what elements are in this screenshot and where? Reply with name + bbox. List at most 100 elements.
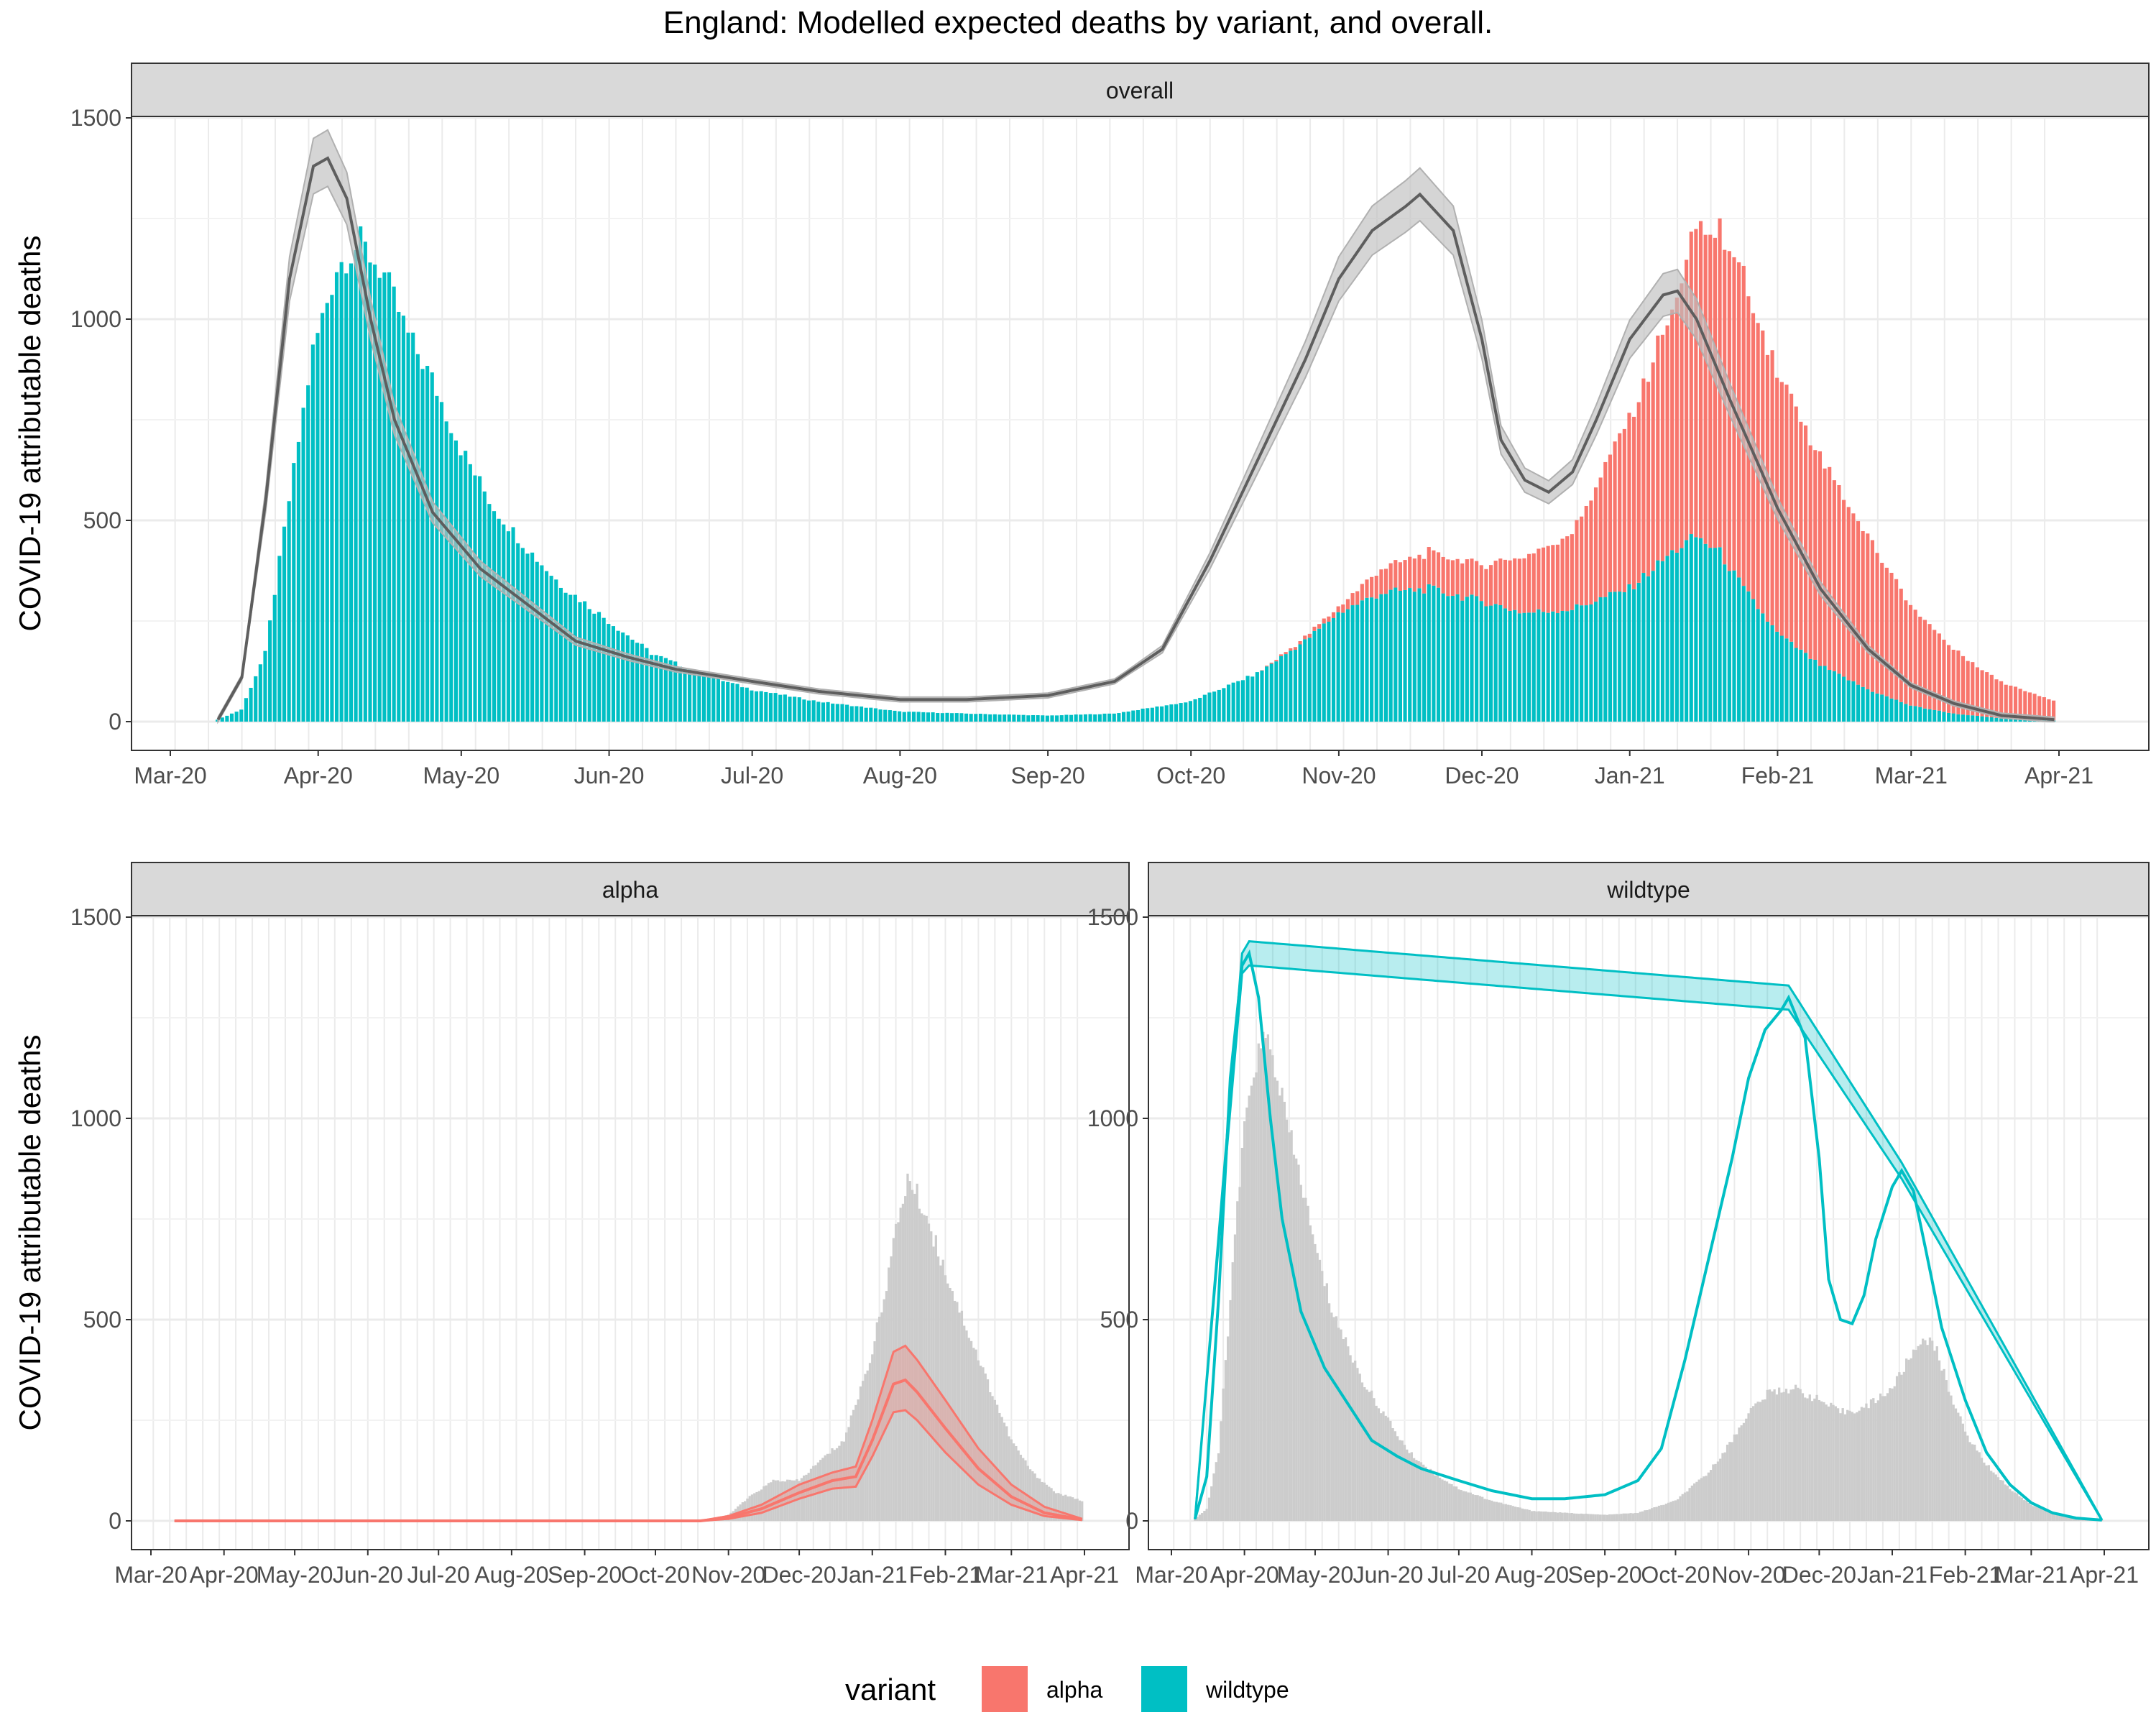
overall-alpha-bar bbox=[1470, 558, 1474, 595]
wildtype-observed-bar bbox=[1448, 1484, 1451, 1521]
alpha-observed-bar bbox=[1052, 1491, 1055, 1521]
overall-wildtype-bar bbox=[1593, 602, 1598, 722]
overall-wildtype-bar bbox=[721, 681, 725, 722]
overall-alpha-bar bbox=[1522, 558, 1526, 613]
wildtype-observed-bar bbox=[1683, 1492, 1687, 1521]
overall-wildtype-bar bbox=[1470, 594, 1474, 722]
overall-alpha-bar bbox=[1971, 662, 1975, 716]
overall-wildtype-bar bbox=[1674, 552, 1679, 722]
overall-alpha-bar bbox=[1412, 558, 1416, 592]
alpha-observed-bar bbox=[835, 1448, 839, 1521]
wildtype-observed-bar bbox=[1594, 1514, 1597, 1521]
wildtype-observed-bar bbox=[1469, 1492, 1472, 1521]
wildtype-observed-bar bbox=[1429, 1468, 1432, 1521]
alpha-observed-bar bbox=[892, 1238, 895, 1521]
overall-wildtype-bar bbox=[869, 707, 873, 722]
wildtype-observed-bar bbox=[1217, 1453, 1220, 1521]
overall-alpha-bar bbox=[2047, 699, 2051, 721]
overall-alpha-bar bbox=[1327, 616, 1331, 622]
wildtype-observed-bar bbox=[1533, 1511, 1536, 1521]
wildtype-observed-bar bbox=[2042, 1509, 2045, 1521]
overall-wildtype-bar bbox=[635, 643, 640, 722]
wildtype-observed-bar bbox=[1622, 1513, 1625, 1521]
overall-wildtype-bar bbox=[540, 565, 544, 722]
legend-key-wildtype bbox=[1141, 1666, 1187, 1712]
wildtype-observed-bar bbox=[1412, 1458, 1416, 1521]
wildtype-observed-bar bbox=[1935, 1346, 1938, 1521]
overall-wildtype-bar bbox=[1889, 698, 1894, 722]
wildtype-observed-bar bbox=[1771, 1391, 1774, 1521]
overall-wildtype-bar bbox=[1021, 714, 1026, 722]
overall-alpha-bar bbox=[1828, 466, 1832, 671]
overall-wildtype-bar bbox=[611, 626, 615, 722]
overall-wildtype-bar bbox=[359, 226, 363, 722]
overall-wildtype-bar bbox=[1403, 589, 1407, 722]
overall-alpha-bar bbox=[1379, 569, 1383, 594]
overall-wildtype-bar bbox=[1479, 601, 1483, 722]
alpha-observed-bar bbox=[1067, 1496, 1069, 1521]
overall-wildtype-bar bbox=[1784, 638, 1789, 722]
overall-wildtype-bar bbox=[411, 332, 415, 722]
overall-alpha-bar bbox=[1350, 593, 1355, 606]
wildtype-observed-bar bbox=[1227, 1336, 1230, 1521]
wildtype-observed-bar bbox=[1994, 1474, 1997, 1521]
overall-wildtype-bar bbox=[349, 263, 353, 722]
overall-alpha-bar bbox=[1622, 428, 1626, 592]
wildtype-observed-bar bbox=[1731, 1442, 1733, 1521]
overall-wildtype-bar bbox=[1517, 613, 1521, 722]
overall-alpha-bar bbox=[1398, 562, 1402, 592]
overall-alpha-bar bbox=[1975, 667, 1979, 717]
overall-wildtype-bar bbox=[1746, 591, 1751, 722]
alpha-observed-bar bbox=[1050, 1488, 1053, 1521]
overall-wildtype-bar bbox=[1994, 717, 1999, 722]
overall-wildtype-bar bbox=[1694, 537, 1698, 722]
alpha-observed-bar bbox=[864, 1374, 867, 1521]
overall-alpha-bar bbox=[1289, 648, 1293, 651]
overall-wildtype-bar bbox=[382, 272, 387, 722]
overall-wildtype-bar bbox=[701, 676, 706, 722]
wildtype-x-tick-label: Apr-21 bbox=[2070, 1562, 2139, 1588]
overall-alpha-bar bbox=[1388, 563, 1393, 590]
wildtype-observed-bar bbox=[1900, 1374, 1903, 1521]
overall-alpha-bar bbox=[1580, 516, 1584, 606]
overall-wildtype-bar bbox=[435, 395, 439, 722]
wildtype-observed-bar bbox=[1799, 1389, 1802, 1521]
overall-wildtype-bar bbox=[1613, 592, 1617, 722]
overall-alpha-bar bbox=[1641, 378, 1646, 574]
alpha-observed-bar bbox=[1078, 1500, 1082, 1521]
wildtype-observed-bar bbox=[1194, 1519, 1197, 1521]
alpha-observed-bar bbox=[963, 1325, 966, 1521]
wildtype-observed-bar bbox=[1641, 1511, 1644, 1521]
wildtype-observed-bar bbox=[1570, 1513, 1573, 1521]
wildtype-observed-bar bbox=[1399, 1440, 1401, 1521]
overall-wildtype-bar bbox=[1832, 671, 1836, 722]
wildtype-observed-bar bbox=[1912, 1349, 1915, 1521]
wildtype-observed-bar bbox=[2032, 1506, 2035, 1521]
overall-wildtype-bar bbox=[1732, 570, 1736, 722]
wildtype-observed-bar bbox=[1354, 1361, 1357, 1521]
wildtype-observed-bar bbox=[1703, 1476, 1705, 1521]
overall-wildtype-bar bbox=[1150, 707, 1154, 722]
overall-alpha-bar bbox=[1603, 461, 1608, 597]
alpha-observed-bar bbox=[1057, 1493, 1060, 1521]
overall-wildtype-bar bbox=[1083, 714, 1087, 722]
overall-alpha-bar bbox=[1985, 672, 1989, 717]
wildtype-observed-bar bbox=[1636, 1513, 1639, 1521]
wildtype-observed-bar bbox=[1347, 1346, 1350, 1521]
overall-strip bbox=[131, 63, 2150, 117]
overall-alpha-bar bbox=[2009, 685, 2013, 719]
overall-wildtype-bar bbox=[363, 242, 367, 722]
overall-wildtype-bar bbox=[616, 630, 620, 722]
wildtype-observed-bar bbox=[1898, 1372, 1901, 1521]
wildtype-observed-bar bbox=[1318, 1259, 1322, 1521]
wildtype-observed-bar bbox=[1827, 1406, 1830, 1521]
wildtype-observed-bar bbox=[1386, 1417, 1390, 1521]
overall-alpha-bar bbox=[1646, 382, 1651, 576]
wildtype-observed-bar bbox=[1382, 1411, 1385, 1521]
overall-wildtype-bar bbox=[1904, 704, 1908, 722]
overall-wildtype-bar bbox=[1383, 594, 1388, 722]
wildtype-observed-bar bbox=[1240, 1147, 1243, 1521]
overall-alpha-bar bbox=[1403, 560, 1407, 590]
overall-wildtype-bar bbox=[716, 678, 720, 722]
overall-x-tick-label: Mar-20 bbox=[134, 763, 206, 788]
